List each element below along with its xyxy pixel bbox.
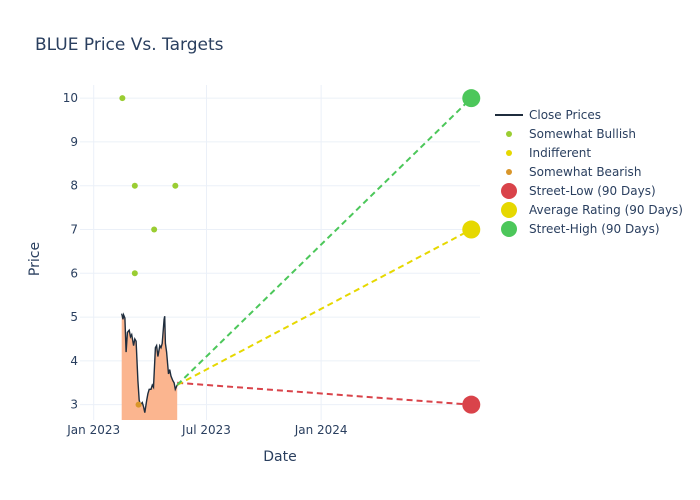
y-axis-title: Price (27, 242, 43, 276)
legend-label: Close Prices (529, 108, 601, 122)
target-line (176, 97, 472, 386)
x-tick-label: Jan 2024 (294, 423, 348, 437)
target-marker[interactable] (462, 89, 481, 108)
chart-title: BLUE Price Vs. Targets (35, 35, 224, 55)
y-tick-label: 8 (70, 179, 78, 193)
legend-swatch-dot (506, 150, 512, 156)
legend[interactable]: Close Prices Somewhat Bullish Indifferent S… (495, 108, 683, 237)
target-marker[interactable] (462, 220, 481, 239)
legend-label: Somewhat Bearish (529, 165, 641, 179)
y-tick-label: 6 (70, 266, 78, 280)
y-tick-label: 7 (70, 223, 78, 237)
target-line (177, 381, 472, 406)
legend-label: Somewhat Bullish (529, 127, 636, 141)
grid (80, 85, 480, 420)
legend-label: Street-High (90 Days) (529, 222, 660, 236)
x-tick-label: Jul 2023 (181, 423, 231, 437)
rating-point[interactable] (172, 182, 179, 189)
rating-point[interactable] (131, 182, 138, 189)
target-line (176, 228, 472, 386)
rating-point[interactable] (119, 95, 126, 102)
legend-swatch-circle (501, 202, 517, 218)
y-tick-label: 4 (70, 354, 78, 368)
plot-area (119, 89, 481, 420)
rating-point[interactable] (151, 226, 158, 233)
y-axis-ticks: 3 4 5 6 7 8 9 10 (63, 91, 78, 412)
x-axis-title: Date (263, 449, 296, 465)
legend-label: Indifferent (529, 146, 591, 160)
legend-swatch-circle (501, 183, 517, 199)
legend-swatch-dot (506, 131, 512, 137)
rating-point[interactable] (131, 270, 138, 277)
y-tick-label: 5 (70, 310, 78, 324)
rating-point[interactable] (135, 401, 142, 408)
x-tick-label: Jan 2023 (66, 423, 120, 437)
target-marker[interactable] (462, 395, 481, 414)
y-tick-label: 9 (70, 135, 78, 149)
y-tick-label: 10 (63, 91, 78, 105)
close-price-area (121, 313, 178, 420)
legend-label: Average Rating (90 Days) (529, 203, 683, 217)
legend-swatch-circle (501, 221, 517, 237)
legend-label: Street-Low (90 Days) (529, 184, 656, 198)
legend-swatch-dot (506, 169, 512, 175)
x-axis-ticks: Jan 2023 Jul 2023 Jan 2024 (66, 423, 347, 437)
y-tick-label: 3 (70, 398, 78, 412)
close-price-line (121, 312, 178, 413)
